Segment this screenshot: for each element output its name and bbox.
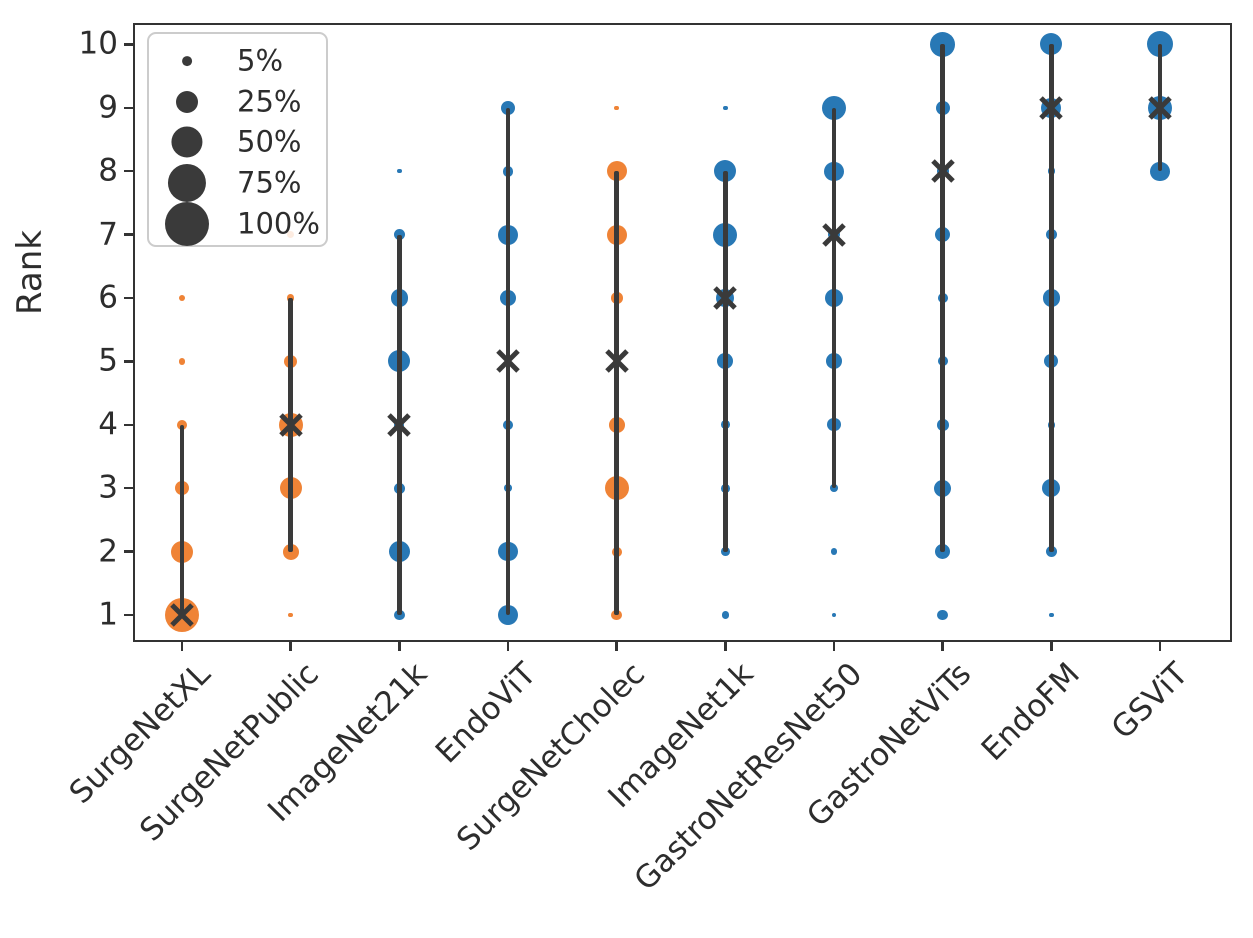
rank-dot (177, 419, 187, 430)
y-tick-label: 6 (98, 279, 118, 316)
x-tick-mark (1050, 642, 1053, 651)
x-tick-label-gsvit: GSViT (1105, 655, 1196, 747)
y-tick-mark (124, 169, 133, 173)
legend-label: 75% (237, 165, 302, 200)
rank-range-line (1049, 44, 1054, 552)
x-tick-mark (506, 642, 510, 651)
y-tick-mark (124, 486, 133, 490)
rank-dot (831, 612, 837, 618)
y-tick-label: 7 (98, 216, 118, 253)
mean-x-marker-icon (929, 157, 957, 185)
rank-dot (830, 484, 838, 492)
rank-dot (723, 105, 728, 110)
legend-label: 25% (237, 84, 302, 119)
y-tick-mark (124, 43, 133, 46)
mean-x-marker-icon (168, 601, 196, 629)
rank-dot (393, 609, 405, 621)
mean-x-marker-icon (385, 411, 413, 439)
y-tick-label: 4 (98, 406, 118, 443)
legend: 5% 25% 50% 75% 100% (147, 32, 328, 247)
x-tick-mark (724, 642, 727, 651)
rank-dot (721, 611, 730, 619)
rank-dot (1150, 161, 1170, 181)
y-tick-label: 2 (98, 533, 118, 570)
rank-range-line (723, 171, 728, 552)
y-tick-label: 1 (98, 596, 118, 633)
legend-bubble-icon (165, 202, 209, 246)
mean-x-marker-icon (1146, 94, 1174, 122)
y-tick-mark (124, 360, 133, 363)
rank-dot (501, 100, 515, 115)
y-tick-mark (124, 423, 133, 427)
rank-dot (937, 609, 949, 621)
y-tick-label: 5 (98, 342, 118, 379)
x-tick-mark (941, 642, 944, 651)
rank-dot (611, 609, 623, 621)
rank-dot (935, 543, 951, 560)
y-tick-label: 3 (98, 469, 118, 506)
legend-bubble-icon (182, 56, 192, 66)
legend-bubble-icon (176, 91, 198, 113)
y-tick-mark (124, 233, 133, 236)
rank-range-line (940, 44, 945, 552)
y-tick-mark (124, 296, 133, 300)
y-tick-label: 9 (98, 89, 118, 126)
legend-bubble-icon (167, 163, 207, 203)
y-tick-label: 10 (78, 25, 118, 62)
rank-dot (720, 547, 730, 556)
rank-dot (397, 169, 402, 174)
rank-dot (1049, 612, 1054, 618)
rank-dot (1045, 545, 1058, 558)
x-tick-mark (289, 642, 292, 651)
rank-dot (178, 358, 186, 365)
x-tick-mark (832, 642, 836, 651)
y-axis-title: Rank (10, 230, 50, 315)
rank-dot (286, 294, 295, 302)
legend-label: 100% (237, 206, 320, 241)
legend-label: 50% (237, 124, 302, 159)
rank-range-line (614, 171, 619, 615)
rank-dot (497, 604, 519, 626)
x-tick-label-endovit: EndoViT (428, 655, 544, 771)
y-tick-mark (124, 550, 133, 553)
mean-x-marker-icon (603, 347, 631, 375)
y-tick-mark (124, 106, 133, 110)
rank-dot (393, 228, 406, 241)
x-tick-label-endofm: EndoFM (974, 655, 1087, 768)
mean-x-marker-icon (494, 347, 522, 375)
mean-x-marker-icon (820, 221, 848, 249)
x-tick-mark (180, 642, 184, 651)
mean-x-marker-icon (277, 411, 305, 439)
rank-dot (830, 548, 838, 555)
rank-range-line (179, 424, 185, 615)
rank-dot (288, 612, 293, 618)
legend-bubble-icon (171, 126, 203, 158)
mean-x-marker-icon (711, 284, 739, 312)
x-tick-mark (1158, 642, 1162, 651)
x-tick-label-surgenetcholec: SurgeNetCholec (450, 655, 653, 858)
legend-label: 5% (237, 43, 284, 78)
rank-dot (178, 294, 186, 302)
rank-range-line (831, 107, 837, 489)
x-tick-mark (615, 642, 618, 651)
y-tick-mark (124, 613, 133, 617)
plot-area (133, 23, 1232, 642)
x-tick-mark (398, 642, 401, 651)
mean-x-marker-icon (1037, 94, 1065, 122)
rank-dot (614, 105, 619, 110)
y-tick-label: 8 (98, 152, 118, 189)
